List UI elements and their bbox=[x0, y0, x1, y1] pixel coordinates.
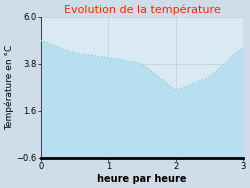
Title: Evolution de la température: Evolution de la température bbox=[64, 4, 220, 15]
X-axis label: heure par heure: heure par heure bbox=[97, 174, 187, 184]
Y-axis label: Température en °C: Température en °C bbox=[4, 45, 14, 130]
